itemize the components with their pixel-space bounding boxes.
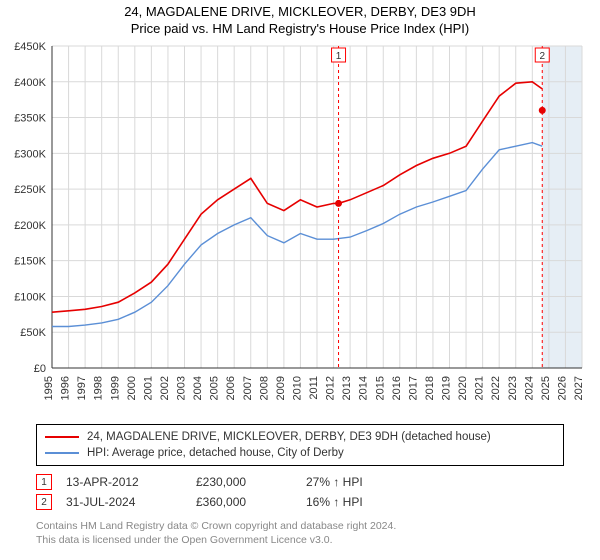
svg-text:£450K: £450K xyxy=(14,41,46,53)
svg-text:£0: £0 xyxy=(34,363,46,375)
svg-text:2004: 2004 xyxy=(192,376,204,400)
svg-text:£350K: £350K xyxy=(14,113,46,125)
svg-text:2011: 2011 xyxy=(308,376,320,400)
svg-text:£50K: £50K xyxy=(20,327,46,339)
svg-text:2019: 2019 xyxy=(441,376,453,400)
svg-text:2022: 2022 xyxy=(490,376,502,400)
svg-text:2016: 2016 xyxy=(391,376,403,400)
svg-text:2013: 2013 xyxy=(341,376,353,400)
svg-text:1998: 1998 xyxy=(93,376,105,400)
legend-label-red: 24, MAGDALENE DRIVE, MICKLEOVER, DERBY, … xyxy=(87,431,491,443)
svg-text:2025: 2025 xyxy=(540,376,552,400)
svg-text:2000: 2000 xyxy=(126,376,138,400)
marker-row-2: 2 31-JUL-2024 £360,000 16% ↑ HPI xyxy=(36,492,564,512)
svg-text:1997: 1997 xyxy=(76,376,88,400)
svg-text:2021: 2021 xyxy=(474,376,486,400)
svg-text:2014: 2014 xyxy=(358,376,370,400)
marker-price-1: £230,000 xyxy=(196,475,306,489)
svg-text:2009: 2009 xyxy=(275,376,287,400)
marker-date-1: 13-APR-2012 xyxy=(66,475,196,489)
footer: Contains HM Land Registry data © Crown c… xyxy=(36,520,564,547)
svg-text:£150K: £150K xyxy=(14,256,46,268)
svg-text:£100K: £100K xyxy=(14,291,46,303)
svg-text:2010: 2010 xyxy=(291,376,303,400)
svg-text:2003: 2003 xyxy=(176,376,188,400)
marker-date-2: 31-JUL-2024 xyxy=(66,495,196,509)
svg-text:2017: 2017 xyxy=(407,376,419,400)
legend: 24, MAGDALENE DRIVE, MICKLEOVER, DERBY, … xyxy=(36,424,564,466)
marker-badge-2: 2 xyxy=(36,494,52,510)
svg-text:2026: 2026 xyxy=(556,376,568,400)
marker-hpi-2: 16% ↑ HPI xyxy=(306,495,416,509)
svg-text:1999: 1999 xyxy=(109,376,121,400)
svg-text:1995: 1995 xyxy=(43,376,55,400)
marker-badge-1: 1 xyxy=(36,474,52,490)
svg-text:2024: 2024 xyxy=(523,376,535,400)
svg-text:2015: 2015 xyxy=(374,376,386,400)
svg-text:2006: 2006 xyxy=(225,376,237,400)
svg-text:1: 1 xyxy=(336,51,342,62)
svg-text:2023: 2023 xyxy=(507,376,519,400)
page-title: 24, MAGDALENE DRIVE, MICKLEOVER, DERBY, … xyxy=(0,4,600,19)
marker-price-2: £360,000 xyxy=(196,495,306,509)
svg-text:2012: 2012 xyxy=(325,376,337,400)
svg-text:2001: 2001 xyxy=(142,376,154,400)
page-subtitle: Price paid vs. HM Land Registry's House … xyxy=(0,21,600,36)
legend-row-red: 24, MAGDALENE DRIVE, MICKLEOVER, DERBY, … xyxy=(45,429,555,445)
title-block: 24, MAGDALENE DRIVE, MICKLEOVER, DERBY, … xyxy=(0,0,600,38)
svg-text:1996: 1996 xyxy=(60,376,72,400)
svg-text:2005: 2005 xyxy=(209,376,221,400)
svg-text:£400K: £400K xyxy=(14,77,46,89)
marker-row-1: 1 13-APR-2012 £230,000 27% ↑ HPI xyxy=(36,472,564,492)
marker-hpi-1: 27% ↑ HPI xyxy=(306,475,416,489)
chart-container: £0 £50K £100K £150K £200K £250K £300K £350K £400… xyxy=(0,38,600,418)
footer-line-1: Contains HM Land Registry data © Crown c… xyxy=(36,520,564,534)
legend-swatch-red xyxy=(45,436,79,438)
svg-text:£300K: £300K xyxy=(14,148,46,160)
legend-swatch-blue xyxy=(45,452,79,454)
svg-text:2020: 2020 xyxy=(457,376,469,400)
svg-text:2027: 2027 xyxy=(573,376,585,400)
svg-text:2002: 2002 xyxy=(159,376,171,400)
svg-text:£200K: £200K xyxy=(14,220,46,232)
footer-line-2: This data is licensed under the Open Gov… xyxy=(36,534,564,548)
legend-row-blue: HPI: Average price, detached house, City… xyxy=(45,445,555,461)
marker-rows: 1 13-APR-2012 £230,000 27% ↑ HPI 2 31-JU… xyxy=(36,472,564,512)
svg-text:2: 2 xyxy=(539,51,545,62)
svg-text:2008: 2008 xyxy=(258,376,270,400)
price-chart: £0 £50K £100K £150K £200K £250K £300K £350K £400… xyxy=(0,38,600,418)
svg-text:2018: 2018 xyxy=(424,376,436,400)
svg-text:2007: 2007 xyxy=(242,376,254,400)
svg-text:£250K: £250K xyxy=(14,184,46,196)
legend-label-blue: HPI: Average price, detached house, City… xyxy=(87,447,344,459)
